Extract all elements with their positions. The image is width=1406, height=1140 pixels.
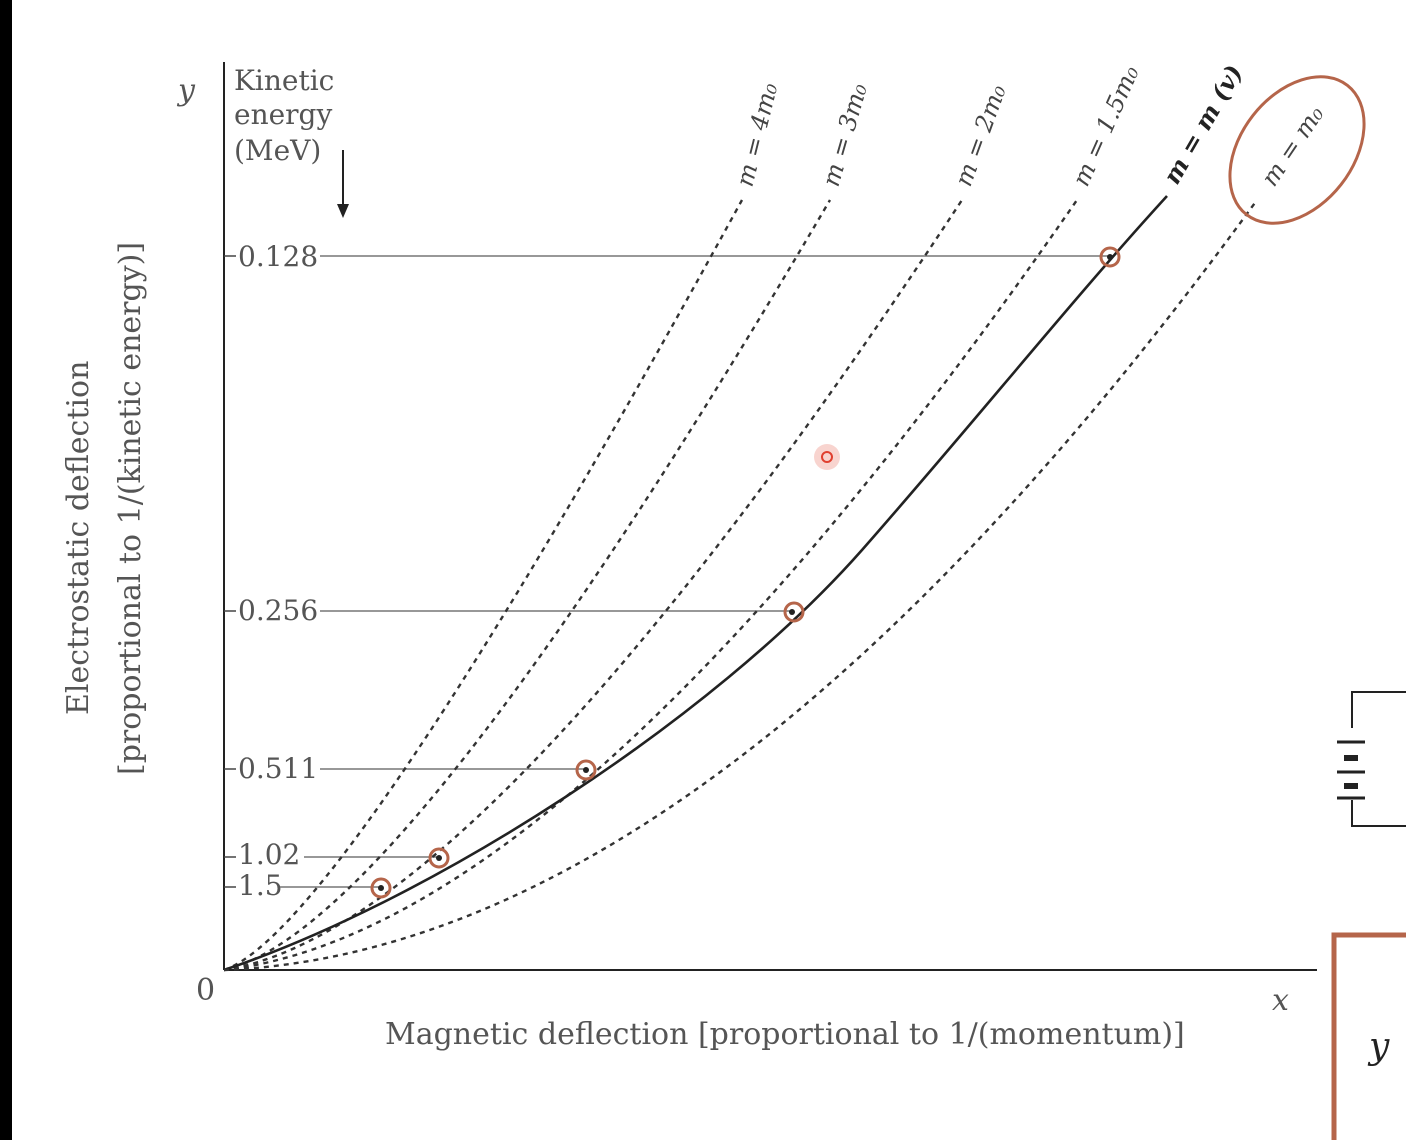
y-axis-symbol: y	[176, 73, 196, 108]
formula-box-fragment: y	[1331, 932, 1406, 1140]
kinetic-energy-label-1: Kinetic	[234, 64, 334, 97]
energy-tick-15: 1.5	[224, 869, 380, 902]
energy-tick-0256: 0.256	[224, 594, 792, 627]
energy-tick-0511: 0.511	[224, 752, 584, 785]
energy-tick-label: 0.511	[238, 752, 318, 785]
curve-m-1.5m0	[223, 199, 1078, 972]
deflection-chart: y x 0 Kinetic energy (MeV) Magnetic defl…	[61, 60, 1406, 1140]
pointer-cursor	[814, 444, 840, 470]
formula-y-symbol: y	[1367, 1026, 1390, 1067]
origin-label: 0	[196, 973, 215, 1008]
measured-point	[783, 601, 805, 623]
y-axis-title-line1: Electrostatic deflection	[61, 361, 96, 715]
curve-m-4m0	[223, 199, 744, 972]
label-m-2m0: m = 2m₀	[949, 81, 1012, 190]
x-axis-symbol: x	[1272, 983, 1289, 1018]
slide: y x 0 Kinetic energy (MeV) Magnetic defl…	[12, 0, 1406, 1140]
label-m-3m0: m = 3m₀	[817, 80, 873, 190]
energy-tick-label: 0.128	[238, 240, 318, 273]
measured-point	[575, 759, 597, 781]
measured-point	[428, 847, 450, 869]
highlight-ellipse-m0	[1228, 75, 1366, 225]
energy-tick-label: 0.256	[238, 594, 318, 627]
curve-m-2m0	[223, 199, 964, 972]
kinetic-energy-label-2: energy	[234, 98, 332, 131]
measured-point	[370, 877, 392, 899]
label-m-4m0: m = 4m₀	[731, 80, 784, 190]
kinetic-energy-label-3: (MeV)	[234, 134, 321, 167]
battery-symbol	[1337, 691, 1406, 827]
curve-m-m0	[223, 199, 1258, 972]
energy-tick-0128: 0.128	[224, 240, 1109, 273]
energy-tick-label: 1.5	[238, 869, 283, 902]
curve-m-mv	[223, 195, 1168, 972]
measured-point	[1099, 246, 1121, 268]
x-axis-title: Magnetic deflection [proportional to 1/(…	[385, 1017, 1185, 1052]
energy-tick-102: 1.02	[224, 838, 438, 871]
label-m-1.5m0: m = 1.5m₀	[1067, 61, 1145, 190]
label-m-mv: m = m (v)	[1157, 60, 1248, 189]
energy-arrow-head	[337, 204, 349, 218]
label-m-m0: m = m₀	[1256, 100, 1330, 191]
y-axis-title-line2: [proportional to 1/(kinetic energy)]	[113, 242, 148, 775]
energy-tick-label: 1.02	[238, 838, 300, 871]
curve-m-3m0	[223, 199, 832, 972]
